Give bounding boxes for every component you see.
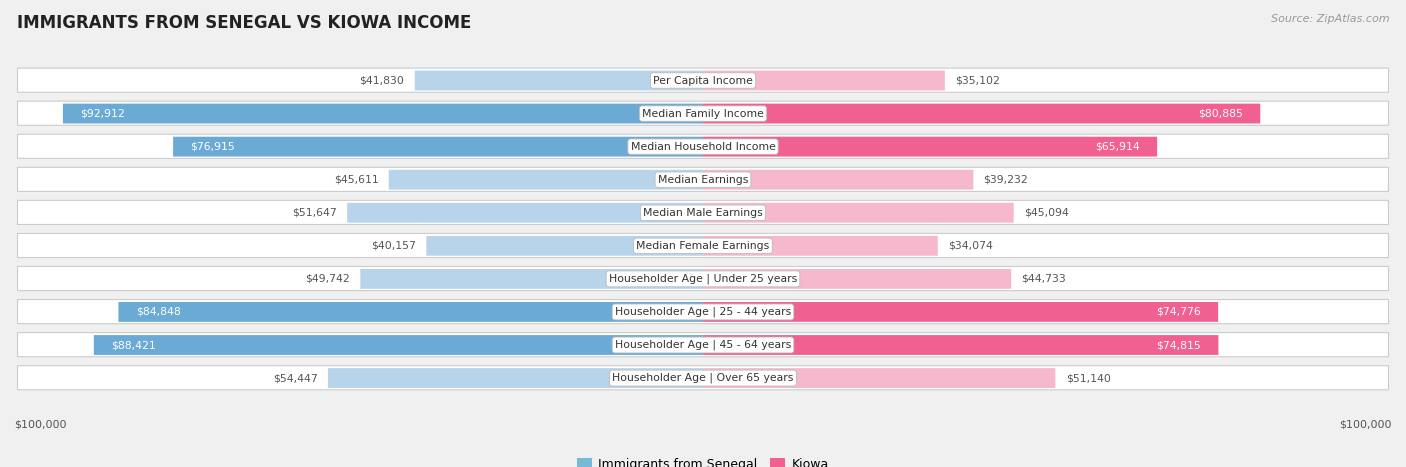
FancyBboxPatch shape: [17, 167, 1389, 191]
Text: $51,647: $51,647: [292, 208, 337, 218]
Text: Median Male Earnings: Median Male Earnings: [643, 208, 763, 218]
FancyBboxPatch shape: [703, 368, 1056, 388]
Text: Source: ZipAtlas.com: Source: ZipAtlas.com: [1271, 14, 1389, 24]
FancyBboxPatch shape: [17, 234, 1389, 258]
FancyBboxPatch shape: [17, 299, 1389, 324]
Text: $84,848: $84,848: [135, 307, 180, 317]
FancyBboxPatch shape: [17, 200, 1389, 225]
Text: $41,830: $41,830: [360, 76, 405, 85]
FancyBboxPatch shape: [328, 368, 703, 388]
Text: $76,915: $76,915: [190, 142, 235, 152]
FancyBboxPatch shape: [703, 269, 1011, 289]
FancyBboxPatch shape: [360, 269, 703, 289]
Text: Householder Age | Over 65 years: Householder Age | Over 65 years: [612, 373, 794, 383]
Text: $49,742: $49,742: [305, 274, 350, 284]
FancyBboxPatch shape: [17, 366, 1389, 390]
Text: $65,914: $65,914: [1095, 142, 1140, 152]
Text: $92,912: $92,912: [80, 108, 125, 119]
Text: Per Capita Income: Per Capita Income: [652, 76, 754, 85]
Text: $74,815: $74,815: [1157, 340, 1201, 350]
Text: $40,157: $40,157: [371, 241, 416, 251]
FancyBboxPatch shape: [94, 335, 703, 355]
Text: Householder Age | 25 - 44 years: Householder Age | 25 - 44 years: [614, 307, 792, 317]
FancyBboxPatch shape: [347, 203, 703, 223]
FancyBboxPatch shape: [703, 203, 1014, 223]
Text: $88,421: $88,421: [111, 340, 156, 350]
FancyBboxPatch shape: [63, 104, 703, 123]
Text: $34,074: $34,074: [948, 241, 993, 251]
FancyBboxPatch shape: [703, 236, 938, 256]
Text: $51,140: $51,140: [1066, 373, 1111, 383]
Text: Median Household Income: Median Household Income: [630, 142, 776, 152]
Text: Median Earnings: Median Earnings: [658, 175, 748, 184]
Text: $100,000: $100,000: [14, 420, 66, 430]
FancyBboxPatch shape: [415, 71, 703, 91]
Text: $45,094: $45,094: [1024, 208, 1069, 218]
Text: $74,776: $74,776: [1156, 307, 1201, 317]
Text: $45,611: $45,611: [333, 175, 378, 184]
FancyBboxPatch shape: [173, 137, 703, 156]
FancyBboxPatch shape: [17, 134, 1389, 158]
FancyBboxPatch shape: [17, 267, 1389, 290]
FancyBboxPatch shape: [426, 236, 703, 256]
Text: $100,000: $100,000: [1340, 420, 1392, 430]
Text: Median Female Earnings: Median Female Earnings: [637, 241, 769, 251]
Text: Median Family Income: Median Family Income: [643, 108, 763, 119]
FancyBboxPatch shape: [389, 170, 703, 190]
Text: Householder Age | Under 25 years: Householder Age | Under 25 years: [609, 274, 797, 284]
FancyBboxPatch shape: [17, 333, 1389, 357]
Text: $54,447: $54,447: [273, 373, 318, 383]
Legend: Immigrants from Senegal, Kiowa: Immigrants from Senegal, Kiowa: [572, 453, 834, 467]
FancyBboxPatch shape: [17, 68, 1389, 92]
Text: IMMIGRANTS FROM SENEGAL VS KIOWA INCOME: IMMIGRANTS FROM SENEGAL VS KIOWA INCOME: [17, 14, 471, 32]
FancyBboxPatch shape: [703, 71, 945, 91]
FancyBboxPatch shape: [17, 101, 1389, 125]
FancyBboxPatch shape: [703, 302, 1218, 322]
FancyBboxPatch shape: [703, 104, 1260, 123]
FancyBboxPatch shape: [703, 137, 1157, 156]
Text: $39,232: $39,232: [984, 175, 1028, 184]
Text: $44,733: $44,733: [1022, 274, 1066, 284]
Text: $80,885: $80,885: [1198, 108, 1243, 119]
FancyBboxPatch shape: [703, 335, 1219, 355]
Text: Householder Age | 45 - 64 years: Householder Age | 45 - 64 years: [614, 340, 792, 350]
Text: $35,102: $35,102: [955, 76, 1000, 85]
FancyBboxPatch shape: [118, 302, 703, 322]
FancyBboxPatch shape: [703, 170, 973, 190]
